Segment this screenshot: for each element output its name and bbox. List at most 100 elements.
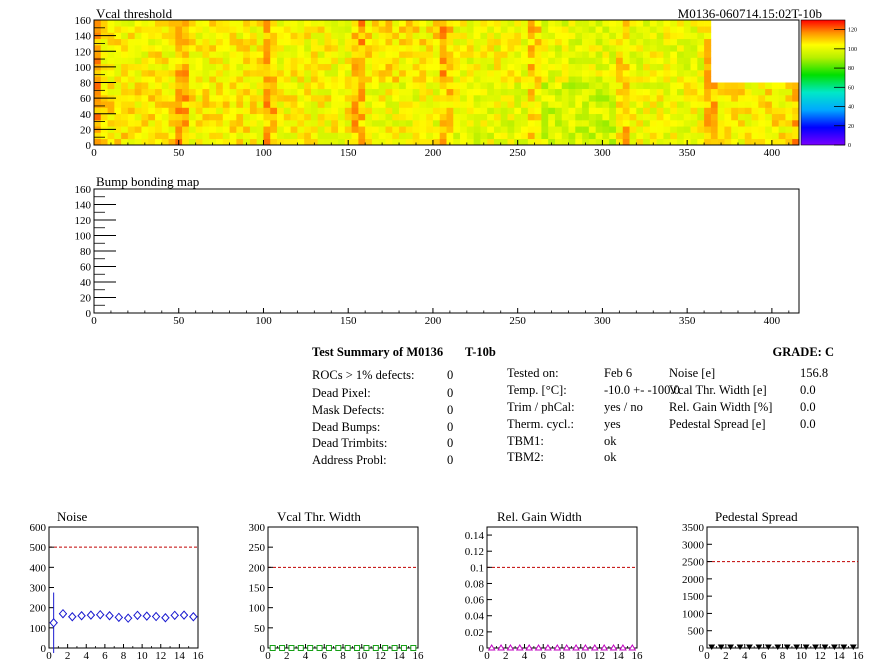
heatmap-cell bbox=[392, 45, 400, 52]
condition-value: ok bbox=[604, 434, 617, 448]
y-tick-label: 200 bbox=[30, 603, 47, 615]
heatmap-cell bbox=[480, 32, 488, 40]
heatmap-cell bbox=[663, 38, 671, 46]
heatmap-cell bbox=[100, 138, 108, 146]
heatmap-cell bbox=[582, 88, 590, 96]
roc-block bbox=[358, 20, 447, 83]
heatmap-cell bbox=[629, 101, 637, 108]
heatmap-cell bbox=[595, 76, 603, 83]
heatmap-cell bbox=[595, 63, 603, 71]
heatmap-cell bbox=[676, 32, 685, 40]
heatmap-cell bbox=[161, 138, 169, 146]
heatmap-cell bbox=[405, 26, 413, 33]
heatmap-cell bbox=[107, 113, 115, 121]
condition-label: TBM2: bbox=[507, 450, 544, 464]
heatmap-cell bbox=[541, 70, 549, 77]
heatmap-cell bbox=[121, 20, 129, 27]
heatmap-cell bbox=[460, 76, 468, 83]
x-tick-label: 50 bbox=[173, 147, 185, 159]
heatmap-cell bbox=[297, 101, 305, 108]
heatmap-cell bbox=[378, 126, 386, 133]
y-tick-label: 40 bbox=[80, 277, 92, 289]
heatmap-cell bbox=[310, 70, 319, 77]
heatmap-cell bbox=[575, 76, 583, 83]
heatmap-cell bbox=[561, 107, 569, 115]
heatmap-cell bbox=[609, 45, 617, 52]
heatmap-cell bbox=[460, 26, 468, 33]
panel-title: Vcal Thr. Width bbox=[277, 509, 361, 524]
heatmap-cell bbox=[575, 32, 583, 40]
heatmap-cell bbox=[649, 51, 657, 58]
heatmap-cell bbox=[568, 70, 576, 77]
heatmap-cell bbox=[697, 20, 705, 27]
heatmap-cell bbox=[439, 107, 447, 115]
heatmap-cell bbox=[209, 113, 217, 121]
heatmap-cell bbox=[175, 132, 183, 140]
heatmap-cell bbox=[636, 138, 644, 146]
heatmap-cell bbox=[419, 76, 427, 83]
heatmap-cell bbox=[351, 132, 359, 140]
heatmap-cell bbox=[297, 70, 305, 77]
heatmap-cell bbox=[209, 82, 217, 90]
heatmap-cell bbox=[575, 63, 583, 71]
heatmap-cell bbox=[100, 82, 108, 90]
heatmap-cell bbox=[399, 63, 407, 71]
heatmap-cell bbox=[243, 138, 251, 146]
heatmap-cell bbox=[731, 95, 739, 102]
heatmap-cell bbox=[324, 95, 332, 102]
heatmap-cell bbox=[487, 88, 495, 96]
heatmap-cell bbox=[683, 26, 691, 33]
heatmap-cell bbox=[636, 76, 644, 83]
heatmap-cell bbox=[195, 132, 203, 140]
heatmap-cell bbox=[216, 57, 224, 65]
roc-block bbox=[446, 82, 535, 146]
heatmap-cell bbox=[724, 107, 732, 115]
heatmap-cell bbox=[602, 138, 610, 146]
heatmap-cell bbox=[141, 20, 149, 27]
heatmap-cell bbox=[778, 126, 786, 133]
heatmap-cell bbox=[371, 76, 380, 83]
heatmap-cell bbox=[324, 82, 332, 90]
heatmap-cell bbox=[270, 126, 278, 133]
heatmap-cell bbox=[697, 57, 705, 65]
heatmap-cell bbox=[656, 113, 664, 121]
heatmap-cell bbox=[161, 113, 169, 121]
heatmap-cell bbox=[704, 45, 712, 52]
heatmap-cell bbox=[636, 57, 644, 65]
heatmap-cell bbox=[663, 20, 671, 27]
heatmap-cell bbox=[243, 63, 251, 71]
heatmap-cell bbox=[209, 57, 217, 65]
heatmap-cell bbox=[615, 120, 624, 127]
heatmap-cell bbox=[283, 132, 291, 140]
heatmap-cell bbox=[304, 107, 312, 115]
heatmap-cell bbox=[554, 113, 563, 121]
heatmap-cell bbox=[222, 95, 230, 102]
heatmap-cell bbox=[575, 57, 583, 65]
heatmap-cell bbox=[351, 126, 359, 133]
roc-block bbox=[446, 20, 535, 83]
heatmap-cell bbox=[710, 126, 718, 133]
heatmap-cell bbox=[182, 101, 190, 108]
heatmap-cell bbox=[460, 32, 468, 40]
bump-map-title: Bump bonding map bbox=[96, 174, 199, 189]
heatmap-cell bbox=[304, 101, 312, 108]
heatmap-cell bbox=[107, 70, 115, 77]
heatmap-cell bbox=[704, 70, 712, 77]
heatmap-cell bbox=[148, 26, 156, 33]
heatmap-cell bbox=[243, 70, 251, 77]
heatmap-cell bbox=[460, 63, 468, 71]
heatmap-cell bbox=[304, 82, 312, 90]
heatmap-cell bbox=[500, 113, 508, 121]
heatmap-cell bbox=[371, 57, 380, 65]
heatmap-cell bbox=[460, 45, 468, 52]
heatmap-cell bbox=[405, 57, 413, 65]
heatmap-cell bbox=[297, 57, 305, 65]
heatmap-cell bbox=[554, 132, 563, 140]
heatmap-cell bbox=[595, 126, 603, 133]
heatmap-cell bbox=[507, 57, 515, 65]
heatmap-cell bbox=[155, 88, 163, 96]
heatmap-cell bbox=[399, 126, 407, 133]
y-tick-label: 100 bbox=[249, 603, 266, 615]
heatmap-cell bbox=[94, 38, 102, 46]
heatmap-cell bbox=[663, 32, 671, 40]
